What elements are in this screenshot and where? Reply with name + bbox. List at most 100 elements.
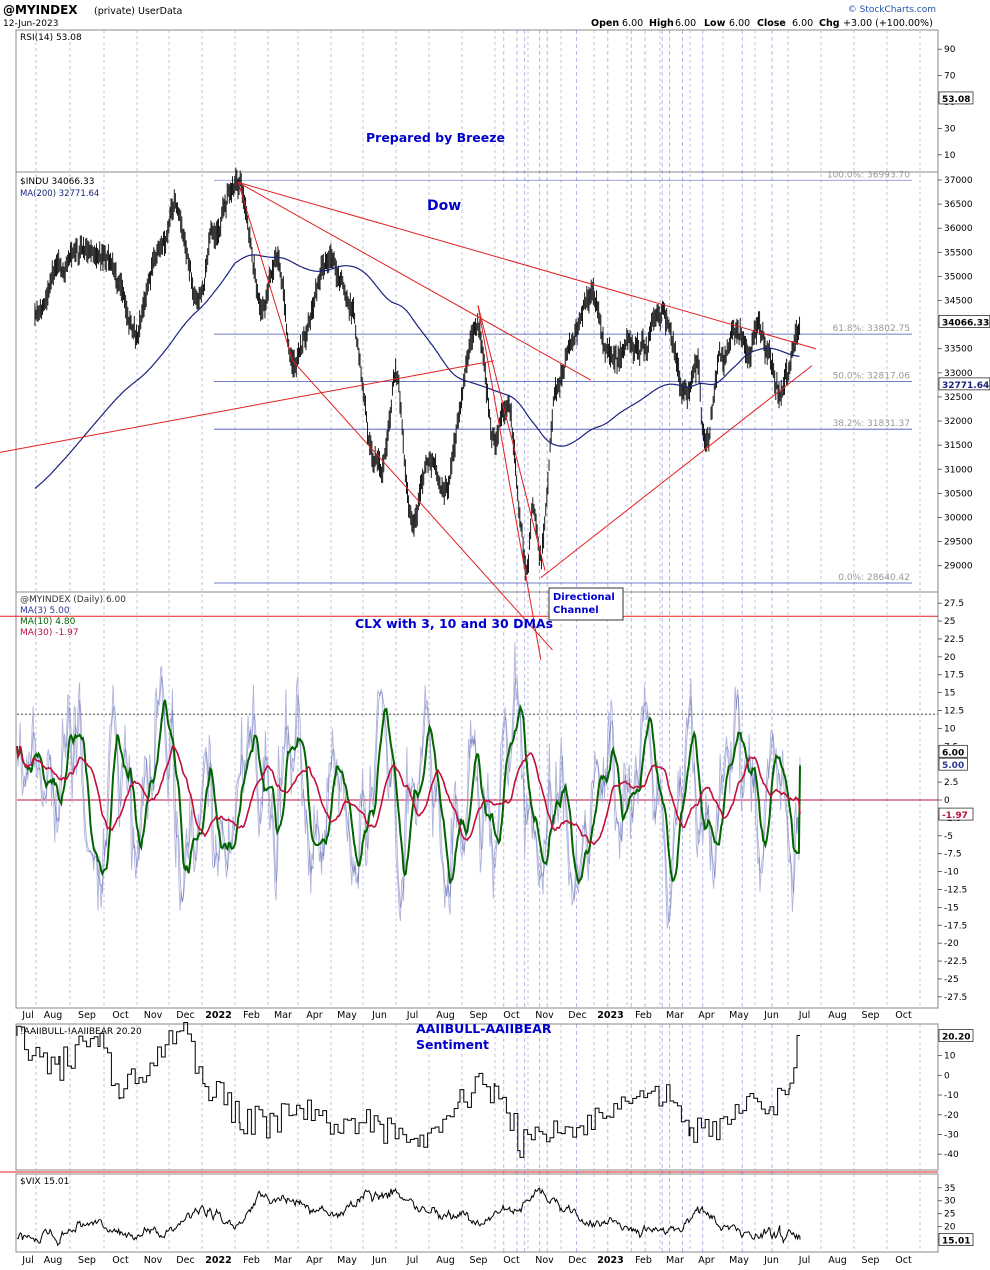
- aaii-axis-tick-label: -40: [944, 1150, 959, 1160]
- close-label: Close: [757, 18, 786, 29]
- vix-axis-tick-label: 30: [944, 1197, 956, 1207]
- x-axis-label: Apr: [698, 1010, 715, 1021]
- vix-axis-tick-label: 35: [944, 1184, 955, 1194]
- x-axis-label: Aug: [828, 1010, 847, 1021]
- clx-axis-tick-label: 15: [944, 689, 955, 699]
- dow-axis-tick-label: 33500: [944, 345, 973, 355]
- aaii-axis-tick-label: 10: [944, 1052, 956, 1062]
- dow-axis-tick-label: 29000: [944, 562, 973, 572]
- clx-axis-tick-label: -22.5: [944, 957, 967, 967]
- clx-layer: [16, 642, 938, 929]
- x-axis-label: Nov: [144, 1010, 163, 1021]
- ma3-last-tag-text: 5.00: [942, 761, 964, 771]
- x-axis-label: Jun: [371, 1255, 387, 1266]
- x-axis-label: Sep: [78, 1010, 96, 1021]
- dow-last-tag-text: 34066.33: [942, 318, 989, 328]
- x-axis-label: Dec: [568, 1010, 586, 1021]
- x-axis-label: Feb: [243, 1010, 260, 1021]
- chart-date: 12-Jun-2023: [3, 19, 58, 29]
- chg-value: +3.00 (+100.00%): [843, 18, 933, 29]
- clx-axis-tick-label: 25: [944, 617, 955, 627]
- x-axis-label: May: [337, 1255, 357, 1266]
- x-axis-label: Aug: [436, 1010, 455, 1021]
- x-axis-label: Jun: [763, 1010, 779, 1021]
- channel-label-1: Directional: [553, 592, 615, 603]
- x-axis-label: Jun: [371, 1010, 387, 1021]
- vix-last-tag-box: [938, 1233, 974, 1247]
- trendline-support: [540, 365, 813, 579]
- x-axis-label: Oct: [503, 1010, 520, 1021]
- x-axis-label: 2022: [205, 1010, 231, 1021]
- aaii-axis-tick-label: 0: [944, 1071, 950, 1081]
- dow-axis-tick-label: 30000: [944, 513, 973, 523]
- dow-axis-tick-label: 31500: [944, 441, 973, 451]
- symbol-title: @MYINDEX: [3, 3, 78, 17]
- aaii-layer: [16, 1022, 800, 1158]
- fib-level-label: 100.0%: 36993.70: [827, 170, 910, 180]
- vix-line: [16, 1187, 801, 1247]
- aaii-last-tag-box: [938, 1029, 974, 1042]
- dow-axis-tick-label: 30500: [944, 489, 973, 499]
- x-axis-label: Mar: [274, 1255, 292, 1266]
- ma200-legend: MA(200) 32771.64: [20, 189, 99, 199]
- x-axis-label: Feb: [635, 1010, 652, 1021]
- ma30-legend: MA(30) -1.97: [20, 628, 79, 638]
- axes-layer: Jul Aug Sep Oct Nov Dec 2022 Feb Mar Apr May Jun Jul…: [21, 45, 990, 1266]
- x-axis-label: Sep: [862, 1255, 880, 1266]
- x-axis-label: Apr: [306, 1255, 323, 1266]
- clx-legend: @MYINDEX (Daily) 6.00: [20, 595, 126, 605]
- channel-left: [477, 305, 542, 660]
- x-axis-label: May: [337, 1010, 357, 1021]
- rsi-axis-tick-label: 10: [944, 151, 956, 161]
- x-axis-label: Mar: [666, 1255, 684, 1266]
- fib-level-label: 0.0%: 28640.42: [838, 573, 910, 583]
- vix-last-tag: 15.01: [938, 1233, 974, 1247]
- ma3-last-tag-box: [938, 757, 968, 771]
- clx-title: CLX with 3, 10 and 30 DMAs: [355, 616, 553, 631]
- x-axis-label: Jul: [406, 1010, 418, 1021]
- clx-axis-tick-label: 17.5: [944, 671, 964, 681]
- x-axis-label: Oct: [895, 1010, 912, 1021]
- vix-axis-tick-label: 20: [944, 1223, 956, 1233]
- clx-ma3-line: [16, 676, 801, 921]
- x-axis-label: Oct: [112, 1010, 129, 1021]
- trendline-short: [237, 182, 294, 361]
- annotations: Prepared by Breeze Dow CLX with 3, 10 an…: [355, 130, 553, 1052]
- dow-axis-tick-label: 37000: [944, 176, 973, 186]
- x-axis-label: Apr: [698, 1255, 715, 1266]
- rsi-last-tag-text: 53.08: [942, 95, 970, 105]
- ma30-last-tag-box: [938, 807, 974, 821]
- clx-axis-tick-label: -20: [944, 939, 959, 949]
- brand-watermark: © StockCharts.com: [848, 5, 936, 15]
- x-axis-label: Dec: [568, 1255, 586, 1266]
- aaii-last-tag-text: 20.20: [942, 1033, 970, 1043]
- x-axis-label: Jul: [406, 1255, 418, 1266]
- aaii-last-tag: 20.20: [938, 1029, 974, 1043]
- channel-label-2: Channel: [553, 605, 599, 616]
- dow-axis-tick-label: 31000: [944, 465, 973, 475]
- ma200-line: [34, 254, 800, 489]
- clx-axis-tick-label: 20: [944, 653, 956, 663]
- legends: RSI(14) 53.08 $INDU 34066.33 MA(200) 327…: [20, 33, 142, 1187]
- aaii-line: [16, 1022, 800, 1158]
- dow-axis-tick-label: 35500: [944, 248, 973, 258]
- aaii-axis-tick-label: -20: [944, 1111, 959, 1121]
- x-axis-label: 2022: [205, 1255, 231, 1266]
- dow-axis-tick-label: 32500: [944, 393, 973, 403]
- x-axis-label: Apr: [306, 1010, 323, 1021]
- x-axis-label: Aug: [44, 1255, 63, 1266]
- x-axis-label: May: [729, 1010, 749, 1021]
- vix-legend: $VIX 15.01: [20, 1177, 69, 1187]
- rsi-axis-tick-label: 90: [944, 45, 956, 55]
- clx-axis-tick-label: 22.5: [944, 635, 964, 645]
- x-axis-label: 2023: [597, 1010, 623, 1021]
- x-axis-label: Jul: [798, 1010, 810, 1021]
- x-axis-label: Oct: [112, 1255, 129, 1266]
- x-axis-label: Sep: [470, 1010, 488, 1021]
- x-axis-label: Jul: [21, 1010, 33, 1021]
- aaii-legend: !AAIIBULL-!AAIIBEAR 20.20: [20, 1027, 142, 1037]
- vix-panel: [15, 1173, 939, 1253]
- rsi-last-tag-box: [938, 91, 974, 105]
- x-axis-label: Jul: [21, 1255, 33, 1266]
- clx-axis-tick-label: -17.5: [944, 921, 967, 931]
